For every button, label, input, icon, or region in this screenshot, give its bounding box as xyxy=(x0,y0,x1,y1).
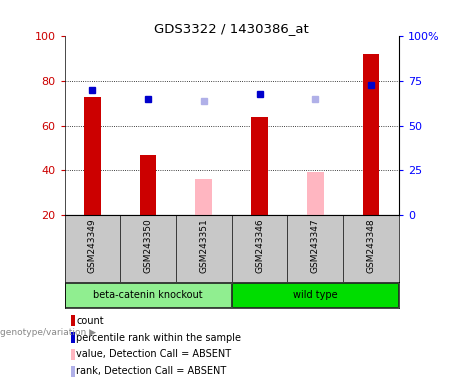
Text: wild type: wild type xyxy=(293,290,337,300)
Text: GSM243348: GSM243348 xyxy=(366,218,375,273)
Bar xyxy=(362,54,379,215)
Text: GSM243350: GSM243350 xyxy=(143,218,153,273)
Bar xyxy=(71,332,75,343)
Bar xyxy=(71,315,75,326)
Text: GSM243346: GSM243346 xyxy=(255,218,264,273)
Title: GDS3322 / 1430386_at: GDS3322 / 1430386_at xyxy=(154,22,309,35)
Bar xyxy=(84,97,101,215)
Text: count: count xyxy=(76,316,104,326)
Text: percentile rank within the sample: percentile rank within the sample xyxy=(76,333,241,343)
Text: GSM243351: GSM243351 xyxy=(199,218,208,273)
Bar xyxy=(140,154,156,215)
Text: GSM243347: GSM243347 xyxy=(311,218,320,273)
Text: genotype/variation ▶: genotype/variation ▶ xyxy=(0,328,96,337)
Bar xyxy=(232,283,398,307)
Text: rank, Detection Call = ABSENT: rank, Detection Call = ABSENT xyxy=(76,366,226,376)
Text: beta-catenin knockout: beta-catenin knockout xyxy=(93,290,203,300)
Text: GSM243349: GSM243349 xyxy=(88,218,97,273)
Bar xyxy=(307,172,324,215)
Bar xyxy=(71,349,75,360)
Text: value, Detection Call = ABSENT: value, Detection Call = ABSENT xyxy=(76,349,231,359)
Bar xyxy=(195,179,212,215)
Bar xyxy=(71,366,75,377)
Bar xyxy=(65,283,231,307)
Bar xyxy=(251,117,268,215)
